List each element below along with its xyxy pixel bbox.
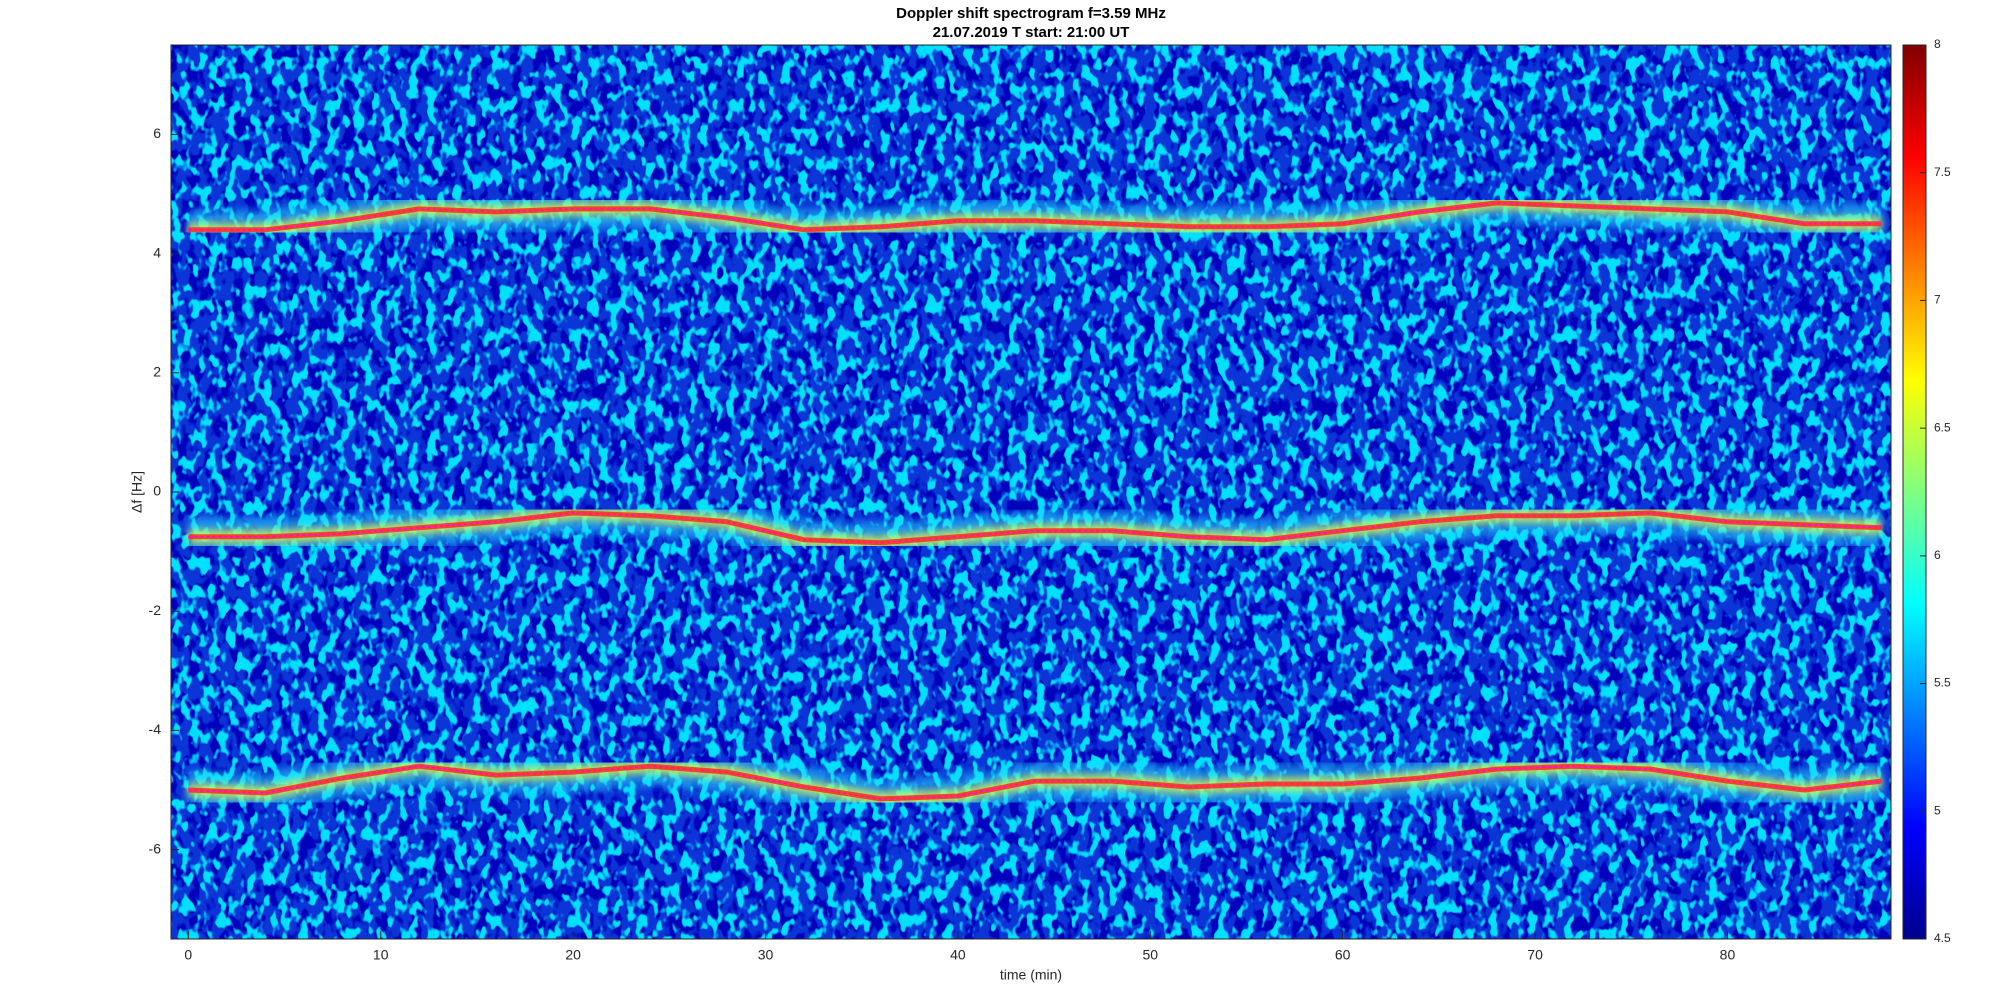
y-tick-label: -2 <box>149 602 162 618</box>
colorbar <box>1902 44 1927 940</box>
trace-line <box>188 765 1882 800</box>
x-tick-label: 70 <box>1527 947 1543 963</box>
colorbar-tick-label: 4.5 <box>1934 931 1951 945</box>
x-tick-label: 0 <box>184 947 192 963</box>
y-tick-label: 4 <box>153 244 161 260</box>
noise-speckle <box>171 45 1891 939</box>
y-tick-label: 6 <box>153 125 161 141</box>
y-axis-label: Δf [Hz] <box>129 471 145 513</box>
y-tick-label: 2 <box>153 364 161 380</box>
y-tick-label: 0 <box>153 483 161 499</box>
colorbar-tick-label: 6 <box>1934 548 1941 562</box>
colorbar-tick-label: 8 <box>1934 37 1941 51</box>
colorbar-tick-label: 5 <box>1934 803 1941 817</box>
trace-line <box>188 202 1882 231</box>
colorbar-tick-label: 5.5 <box>1934 676 1951 690</box>
chart-subtitle: 21.07.2019 T start: 21:00 UT <box>933 24 1130 41</box>
x-tick-label: 40 <box>950 947 966 963</box>
plot-area <box>171 45 1891 939</box>
traces <box>187 182 1884 819</box>
x-tick-label: 30 <box>758 947 774 963</box>
trace-line <box>188 512 1882 544</box>
x-tick-label: 60 <box>1335 947 1351 963</box>
y-tick-label: -6 <box>149 840 162 856</box>
chart-title: Doppler shift spectrogram f=3.59 MHz <box>896 5 1166 22</box>
colorbar-tick-label: 6.5 <box>1934 420 1951 434</box>
x-tick-label: 10 <box>373 947 389 963</box>
colorbar-tick-label: 7 <box>1934 293 1941 307</box>
x-tick-label: 80 <box>1720 947 1736 963</box>
x-axis-label: time (min) <box>1000 967 1062 983</box>
x-tick-label: 50 <box>1142 947 1158 963</box>
y-tick-label: -4 <box>149 721 162 737</box>
x-tick-label: 20 <box>565 947 581 963</box>
colorbar-tick-label: 7.5 <box>1934 165 1951 179</box>
